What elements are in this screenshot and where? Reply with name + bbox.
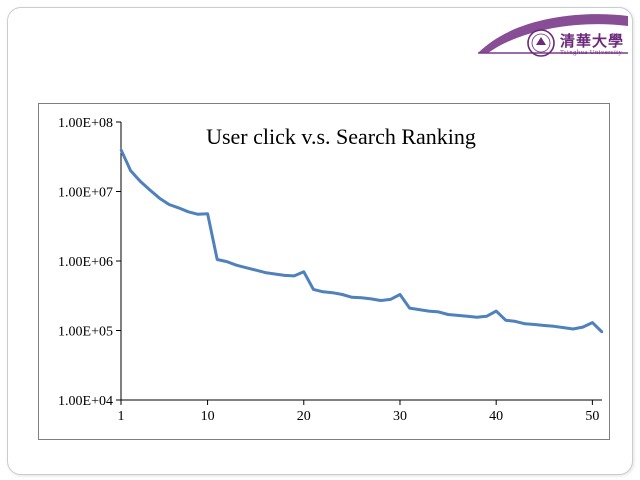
- data-point: [302, 270, 305, 273]
- data-point: [523, 322, 527, 325]
- data-point: [475, 316, 479, 319]
- series-points: [119, 148, 604, 334]
- university-seal-icon: [527, 29, 555, 57]
- x-tick-label: 1: [118, 409, 125, 424]
- data-point: [264, 271, 267, 274]
- data-point: [514, 320, 517, 323]
- data-point: [273, 272, 277, 276]
- header-swoosh: [478, 14, 628, 54]
- university-logo: 清華大學 Tsinghua University: [526, 28, 626, 62]
- y-axis-ticks: 1.00E+04 1.00E+05 1.00E+06 1.00E+07 1.00E+08: [58, 116, 121, 409]
- data-point: [177, 206, 180, 210]
- x-tick-label: 30: [393, 409, 407, 424]
- data-point: [129, 169, 132, 172]
- x-tick-label: 50: [585, 409, 599, 424]
- data-point: [167, 203, 171, 206]
- data-point: [504, 319, 507, 322]
- data-point: [139, 180, 142, 183]
- data-point: [341, 293, 344, 296]
- x-axis-ticks: 1 10 20 30 40 50: [118, 400, 599, 424]
- data-point: [418, 308, 421, 311]
- data-point: [427, 309, 430, 313]
- x-tick-label: 40: [489, 409, 503, 424]
- logo-chinese-name: 清華大學: [560, 32, 625, 50]
- data-point: [225, 260, 228, 263]
- data-point: [600, 330, 604, 334]
- series-line: [119, 149, 604, 334]
- data-point: [331, 291, 334, 294]
- data-point: [235, 264, 238, 267]
- data-point: [591, 321, 594, 324]
- data-point: [581, 325, 584, 329]
- data-point: [321, 290, 325, 293]
- swoosh-fill: [478, 14, 628, 53]
- data-point: [206, 212, 209, 215]
- data-point: [543, 324, 546, 327]
- data-point: [350, 296, 354, 299]
- data-point: [360, 296, 363, 299]
- data-point: [158, 197, 161, 200]
- data-point: [398, 293, 402, 296]
- data-point: [437, 310, 440, 314]
- x-tick-label: 20: [297, 409, 311, 424]
- y-tick-label: 1.00E+07: [58, 186, 113, 201]
- data-point: [456, 314, 459, 317]
- data-point: [187, 210, 190, 213]
- data-point: [571, 327, 575, 331]
- data-point: [312, 288, 315, 291]
- data-point: [389, 298, 392, 301]
- data-point: [244, 266, 248, 269]
- chart-title: User click v.s. Search Ranking: [206, 124, 476, 149]
- data-point: [148, 188, 152, 192]
- x-tick-label: 10: [201, 409, 215, 424]
- data-point: [196, 213, 200, 216]
- data-point: [379, 299, 382, 302]
- y-tick-label: 1.00E+04: [58, 394, 113, 409]
- data-point: [293, 274, 296, 278]
- y-tick-label: 1.00E+06: [58, 255, 113, 270]
- data-point: [552, 325, 556, 328]
- data-point: [254, 268, 257, 272]
- data-point: [216, 258, 219, 261]
- data-point: [119, 148, 123, 151]
- y-tick-label: 1.00E+05: [58, 325, 113, 340]
- data-point: [485, 315, 488, 318]
- data-point: [533, 323, 536, 326]
- data-point: [283, 274, 286, 277]
- chart-frame: User click v.s. Search Ranking 1.00E+04 1…: [38, 103, 610, 440]
- data-point: [466, 315, 469, 318]
- y-tick-label: 1.00E+08: [58, 116, 113, 131]
- data-point: [562, 326, 565, 329]
- line-chart: User click v.s. Search Ranking 1.00E+041…: [58, 116, 604, 424]
- logo-english-name: Tsinghua University: [560, 49, 623, 56]
- data-point: [495, 309, 498, 313]
- data-point: [369, 297, 373, 301]
- data-point: [446, 313, 450, 316]
- data-point: [408, 306, 411, 310]
- chart-axes: [120, 122, 602, 401]
